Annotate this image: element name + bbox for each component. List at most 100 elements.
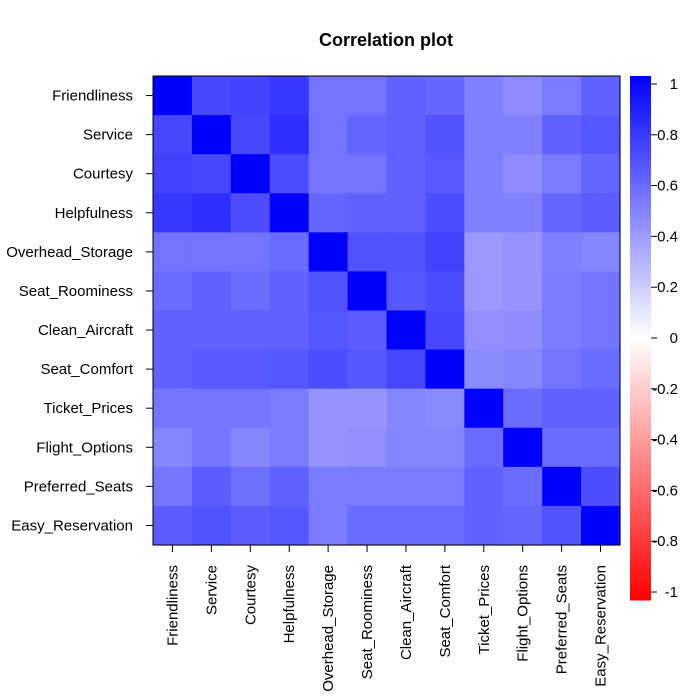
heatmap-cell: [581, 271, 621, 312]
legend-gradient-segment: [630, 186, 651, 190]
heatmap-cell: [542, 193, 582, 233]
heatmap-cell: [542, 349, 582, 390]
heatmap-cell: [464, 193, 504, 233]
heatmap-cell: [308, 271, 349, 312]
legend-gradient-segment: [630, 275, 651, 279]
heatmap-cell: [269, 427, 310, 468]
legend-gradient-segment: [630, 476, 651, 480]
legend-gradient-segment: [630, 157, 651, 161]
legend-gradient-segment: [630, 403, 651, 407]
legend-gradient-segment: [630, 293, 651, 297]
legend-gradient-segment: [630, 560, 651, 564]
legend-gradient-segment: [630, 246, 651, 250]
legend-gradient-segment: [630, 479, 651, 483]
heatmap-cell: [425, 505, 465, 546]
heatmap-cell: [347, 76, 388, 116]
legend-gradient-segment: [630, 427, 651, 431]
heatmap-cell: [503, 271, 543, 312]
legend-gradient-segment: [630, 594, 651, 598]
heatmap-cell: [581, 193, 621, 233]
heatmap-cell: [503, 115, 543, 155]
heatmap-cell: [386, 154, 427, 194]
legend-gradient-segment: [630, 592, 651, 596]
heatmap-cell: [191, 388, 232, 429]
heatmap-cell: [581, 505, 621, 546]
legend-gradient-segment: [630, 524, 651, 528]
legend-gradient-segment: [630, 555, 651, 559]
heatmap-cell: [503, 466, 543, 507]
heatmap-cell: [581, 154, 621, 194]
legend-gradient-segment: [630, 366, 651, 370]
legend-gradient-segment: [630, 94, 651, 98]
legend-gradient-segment: [630, 547, 651, 551]
legend-gradient-segment: [630, 332, 651, 336]
legend-gradient-segment: [630, 531, 651, 535]
x-tick-label: Helpfulness: [281, 565, 298, 643]
y-tick-label: Seat_Comfort: [40, 361, 133, 378]
legend-gradient-segment: [630, 110, 651, 114]
legend-gradient-segment: [630, 495, 651, 499]
legend-gradient-segment: [630, 99, 651, 103]
legend-gradient-segment: [630, 204, 651, 208]
legend-gradient-segment: [630, 343, 651, 347]
legend-gradient-segment: [630, 317, 651, 321]
legend-gradient-segment: [630, 322, 651, 326]
y-tick-label: Service: [83, 127, 133, 144]
x-tick-label: Seat_Roominess: [359, 565, 376, 679]
legend-gradient-segment: [630, 537, 651, 541]
heatmap-cell: [581, 310, 621, 351]
heatmap-cell: [386, 232, 427, 273]
legend-gradient-segment: [630, 474, 651, 478]
legend-gradient-segment: [630, 128, 651, 132]
heatmap-cell: [425, 232, 465, 273]
legend-gradient-segment: [630, 117, 651, 122]
legend-gradient-segment: [630, 586, 651, 591]
legend-gradient-segment: [630, 424, 651, 428]
legend-tick-label: -0.8: [652, 533, 678, 550]
legend-gradient-segment: [630, 372, 651, 376]
legend-gradient-segment: [630, 387, 651, 391]
legend-gradient-segment: [630, 406, 651, 410]
heatmap-cell: [230, 193, 271, 233]
legend-tick-label: 0.8: [657, 127, 678, 144]
legend-gradient-segment: [630, 369, 651, 373]
heatmap-cell: [153, 310, 193, 351]
heatmap-cell: [230, 388, 271, 429]
legend-gradient-segment: [630, 296, 651, 300]
heatmap-cell: [269, 310, 310, 351]
heatmap-cell: [542, 271, 582, 312]
heatmap-cell: [269, 193, 310, 233]
legend-gradient-segment: [630, 76, 651, 80]
heatmap-cell: [503, 349, 543, 390]
heatmap-cell: [191, 505, 232, 546]
legend-gradient-segment: [630, 413, 651, 418]
heatmap-cell: [308, 76, 349, 116]
heatmap-cell: [386, 388, 427, 429]
legend-tick-label: -0.2: [652, 381, 678, 398]
legend-gradient-segment: [630, 217, 651, 221]
legend-gradient-segment: [630, 400, 651, 404]
legend-tick-label: -0.6: [652, 482, 678, 499]
legend-tick-label: 0.2: [657, 279, 678, 296]
legend-gradient-segment: [630, 123, 651, 127]
legend-gradient-segment: [630, 238, 651, 242]
legend-gradient-segment: [630, 440, 651, 444]
heatmap-cell: [503, 310, 543, 351]
x-tick-label: Overhead_Storage: [320, 565, 337, 692]
legend-gradient-segment: [630, 230, 651, 234]
legend-gradient-segment: [630, 377, 651, 381]
legend-gradient-segment: [630, 358, 651, 363]
heatmap-cell: [191, 154, 232, 194]
heatmap-cell: [153, 115, 193, 155]
legend-tick-label: 1: [670, 76, 678, 93]
heatmap-cell: [347, 193, 388, 233]
heatmap-cell: [503, 154, 543, 194]
legend-gradient-segment: [630, 178, 651, 182]
legend-gradient-segment: [630, 141, 651, 145]
legend-gradient-segment: [630, 364, 651, 368]
legend-gradient-segment: [630, 573, 651, 577]
legend-gradient-segment: [630, 86, 651, 90]
legend-gradient-segment: [630, 83, 651, 87]
heatmap-cell: [542, 232, 582, 273]
heatmap-cell: [347, 232, 388, 273]
